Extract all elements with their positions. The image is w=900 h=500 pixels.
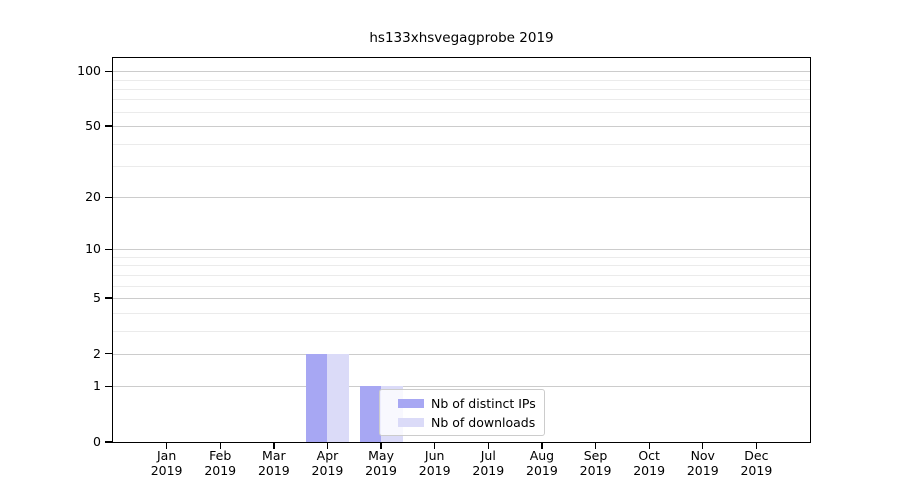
- y-tick-mark: [105, 125, 112, 127]
- legend-swatch-distinct-ips-icon: [398, 398, 424, 408]
- x-tick-mark: [273, 443, 275, 449]
- bar-distinct-ips-may: [359, 386, 382, 442]
- y-tick-label: 5: [93, 290, 101, 306]
- y-tick-label: 100: [77, 63, 101, 79]
- x-tick-label: Oct 2019: [633, 448, 666, 478]
- x-tick-label: Dec 2019: [740, 448, 773, 478]
- y-tick-label: 0: [93, 434, 101, 449]
- x-tick-label: Nov 2019: [686, 448, 719, 478]
- x-tick-mark: [755, 443, 758, 449]
- y-tick-label: 1: [93, 378, 101, 394]
- x-tick-mark: [594, 443, 597, 449]
- minor-gridline: [113, 265, 810, 267]
- x-tick-mark: [166, 443, 168, 449]
- x-tick-label: Jan 2019: [150, 448, 183, 478]
- y-tick-mark: [105, 196, 112, 199]
- minor-gridline: [113, 99, 810, 101]
- x-tick-mark: [648, 443, 650, 449]
- minor-gridline: [113, 274, 810, 276]
- minor-gridline: [113, 111, 810, 113]
- x-tick-label: Aug 2019: [526, 448, 558, 478]
- y-tick-label: 2: [93, 345, 101, 361]
- y-tick-mark: [105, 248, 112, 251]
- x-tick-label: Jul 2019: [472, 448, 505, 478]
- y-tick-mark: [105, 297, 112, 299]
- bar-distinct-ips-apr: [306, 353, 328, 442]
- minor-gridline: [113, 166, 810, 168]
- minor-gridline: [113, 143, 810, 145]
- x-tick-label: Apr 2019: [311, 448, 344, 478]
- x-tick-label: Feb 2019: [204, 448, 237, 478]
- x-tick-mark: [434, 443, 436, 449]
- minor-gridline: [113, 312, 810, 314]
- legend-item-downloads: Nb of downloads: [398, 413, 538, 432]
- x-tick-label: Sep 2019: [579, 448, 612, 478]
- major-gridline: [113, 353, 810, 355]
- y-tick-mark: [105, 441, 112, 443]
- x-tick-label: Jun 2019: [418, 448, 451, 478]
- y-tick-mark: [105, 70, 112, 72]
- minor-gridline: [113, 256, 810, 258]
- gridlines-layer: [113, 58, 810, 442]
- legend: Nb of distinct IPs Nb of downloads: [379, 389, 545, 436]
- legend-swatch-downloads-icon: [398, 417, 424, 427]
- y-tick-label: 20: [85, 189, 101, 205]
- major-gridline: [113, 386, 810, 388]
- major-gridline: [113, 249, 810, 251]
- y-tick-mark: [105, 385, 112, 387]
- legend-item-distinct-ips: Nb of distinct IPs: [398, 394, 538, 413]
- x-tick-label: Mar 2019: [257, 448, 290, 478]
- x-tick-mark: [702, 443, 704, 449]
- bars-layer: [113, 58, 810, 442]
- minor-gridline: [113, 88, 810, 90]
- minor-gridline: [113, 330, 810, 332]
- y-tick-label: 10: [85, 241, 101, 257]
- y-tick-mark: [105, 353, 112, 355]
- major-gridline: [113, 197, 810, 199]
- minor-gridline: [113, 285, 810, 287]
- x-tick-mark: [380, 443, 382, 449]
- chart-title: hs133xhsvegagprobe 2019: [369, 30, 554, 46]
- major-gridline: [113, 126, 810, 128]
- x-tick-mark: [219, 443, 221, 449]
- legend-label-downloads: Nb of downloads: [431, 414, 536, 430]
- plot-area: Nb of distinct IPs Nb of downloads: [112, 57, 811, 443]
- x-tick-mark: [326, 443, 329, 449]
- major-gridline: [113, 298, 810, 300]
- x-tick-mark: [541, 443, 543, 449]
- x-tick-label: May 2019: [365, 448, 397, 478]
- legend-label-distinct-ips: Nb of distinct IPs: [431, 395, 536, 411]
- x-tick-mark: [487, 443, 489, 449]
- minor-gridline: [113, 79, 810, 81]
- y-tick-label: 50: [85, 118, 101, 134]
- major-gridline: [113, 71, 810, 73]
- bar-downloads-apr: [327, 353, 349, 442]
